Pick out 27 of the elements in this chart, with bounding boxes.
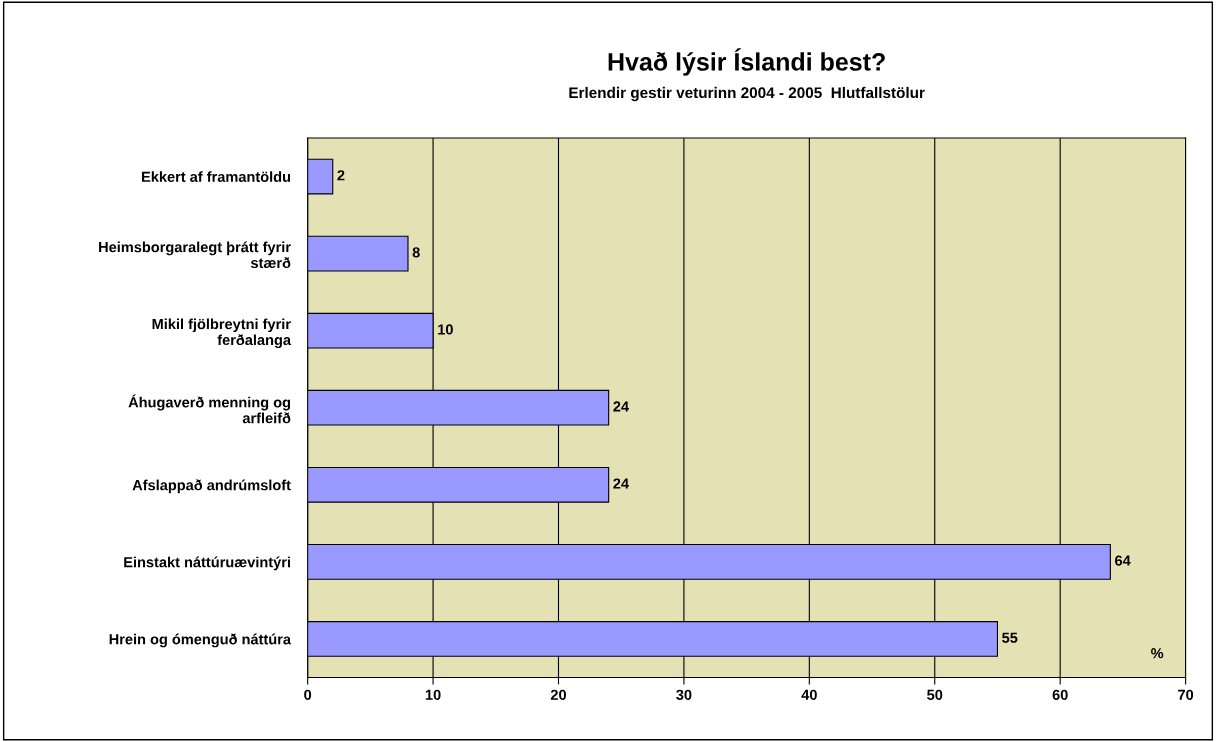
y-tick-label: Áhugaverð menning og arfleifð: [128, 394, 291, 424]
data-label: 64: [1115, 555, 1131, 566]
y-tick-label: Hrein og ómenguð náttúra: [109, 633, 292, 648]
x-tick-label: 70: [1178, 689, 1194, 700]
x-tick-label: 30: [676, 689, 692, 700]
y-tick-label: Afslappað andrúmsloft: [132, 479, 291, 494]
bar: [307, 158, 334, 195]
data-label: 2: [337, 170, 345, 181]
y-tick-label: Einstakt náttúruævintýri: [124, 556, 290, 571]
x-tick-label: 10: [425, 689, 441, 700]
y-tick-label: Mikil fjölbreytni fyrir ferðalanga: [152, 318, 292, 349]
bar: [307, 235, 409, 272]
chart-subtitle: Erlendir gestir veturinn 2004 - 2005 Hlutfallstölur: [569, 86, 925, 102]
x-tick-label: 50: [927, 689, 943, 700]
data-label: 55: [1002, 632, 1018, 643]
data-label: 8: [412, 247, 420, 258]
x-tick-label: 0: [304, 689, 312, 700]
y-tick-label: Ekkert af framantöldu: [142, 171, 291, 182]
data-label: 24: [613, 401, 629, 412]
annotation: %: [1151, 648, 1164, 659]
x-tick-label: 40: [801, 689, 817, 700]
data-label: 24: [613, 478, 629, 489]
y-tick-label: Heimsborgaralegt þrátt fyrir stærð: [99, 241, 291, 269]
data-label: 10: [438, 324, 453, 335]
x-tick-label: 60: [1052, 689, 1068, 700]
chart-title: Hvað lýsir Íslandi best?: [608, 48, 885, 76]
x-tick-label: 20: [550, 689, 566, 700]
